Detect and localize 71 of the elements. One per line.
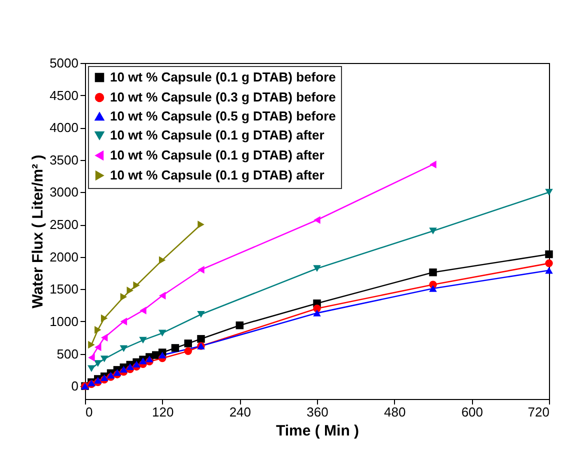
point [313,265,321,272]
point [236,321,244,330]
point [197,335,205,343]
point [198,220,204,228]
point [184,347,192,356]
x-tick-label: 360 [306,404,328,420]
point [120,293,128,301]
legend-label: 10 wt % Capsule (0.1 g DTAB) after [110,148,324,162]
y-tick-label: 500 [56,346,78,362]
x-tick-label: 480 [384,404,406,420]
point [113,369,122,376]
point [429,285,437,292]
x-tick-label: 120 [152,404,174,420]
point [120,318,128,326]
legend-label: 10 wt % Capsule (0.3 g DTAB) before [110,90,336,104]
point [158,256,166,264]
x-tick-label: 600 [461,404,484,420]
point [429,228,437,234]
y-tick-label: 2500 [50,217,78,232]
y-tick-label: 4500 [50,88,78,103]
point [158,292,166,300]
point [429,268,437,276]
point [545,188,553,196]
point [120,366,128,373]
point [198,266,204,274]
y-tick-label: 1000 [50,314,78,329]
x-tick-label: 0 [86,404,93,420]
legend-label: 10 wt % Capsule (0.1 g DTAB) after [110,128,324,142]
legend-label: 10 wt % Capsule (0.1 g DTAB) before [110,70,336,84]
y-tick-label: 0 [71,378,78,394]
point [94,343,102,352]
point [88,354,95,362]
y-tick-label: 1500 [50,282,78,297]
point [126,286,134,294]
x-tick-label: 720 [528,404,550,420]
point [120,345,128,352]
legend-label: 10 wt % Capsule (0.5 g DTAB) before [110,108,336,124]
point [94,360,102,367]
point [545,267,553,274]
point [545,250,553,258]
point [94,326,102,334]
y-tick-label: 2000 [50,249,78,264]
x-tick-label: 240 [229,404,252,420]
point [545,259,553,268]
legend-label: 10 wt % Capsule (0.1 g DTAB) after [110,168,324,182]
point [126,363,134,370]
y-tick-label: 5000 [50,56,78,70]
point [132,360,140,368]
point [197,311,205,318]
y-tick-label: 4000 [50,120,78,136]
point [88,365,96,372]
point [184,340,192,348]
point [314,216,320,224]
point [106,372,115,378]
point [100,314,108,322]
point [313,310,321,316]
point [88,340,95,349]
y-tick-label: 3500 [50,152,78,168]
point [139,336,147,344]
x-axis-title: Time ( Min ) [276,422,360,440]
point [140,306,146,314]
y-axis-title: Water Flux ( Liter/m² ) [30,154,47,308]
point [133,281,140,290]
point [100,334,108,342]
point [100,356,108,362]
point [430,160,436,168]
point [158,330,166,336]
y-tick-label: 3000 [50,184,78,200]
point [146,356,154,362]
point [158,352,166,358]
point [171,344,180,352]
